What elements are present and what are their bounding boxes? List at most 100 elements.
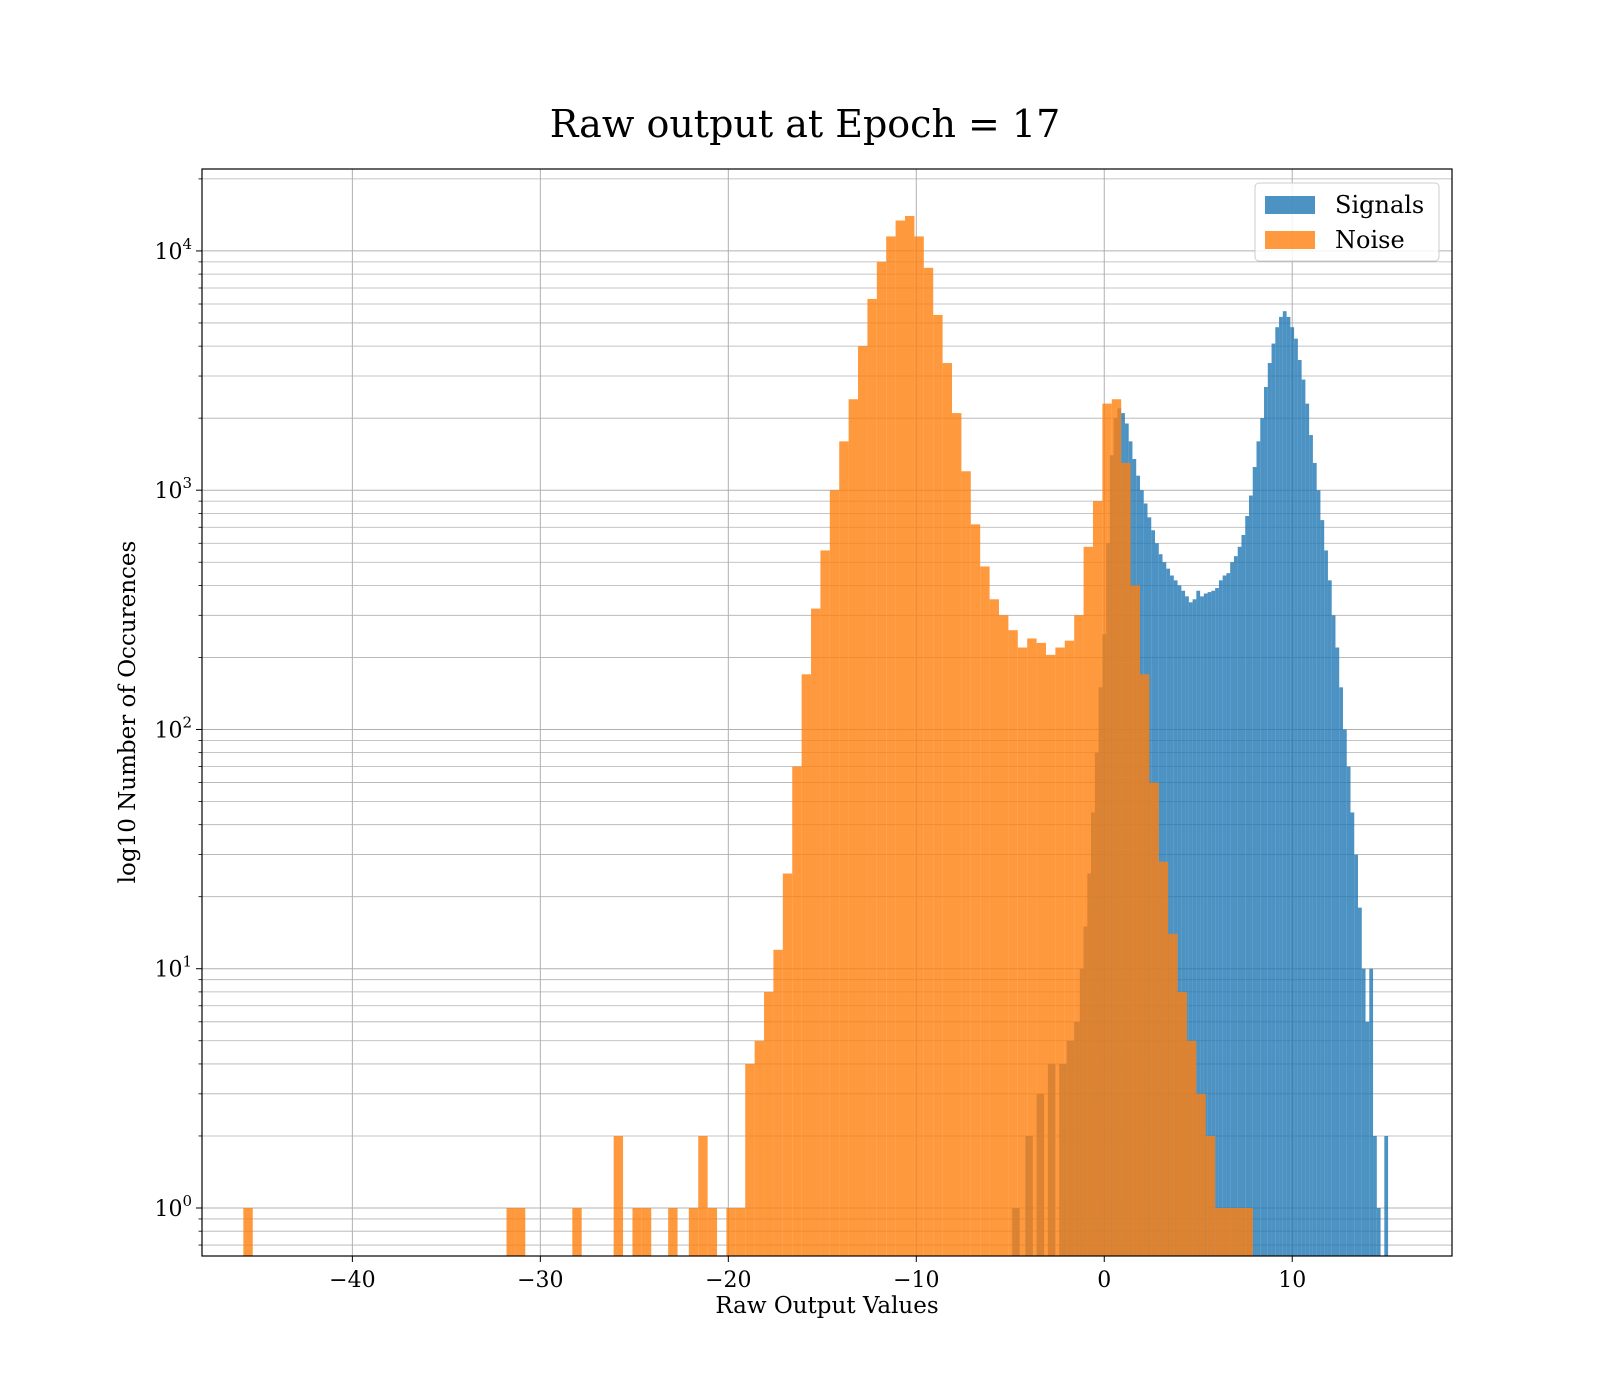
histogram-bar [764,991,774,1256]
histogram-bar [1170,575,1174,1256]
histogram-bar [914,236,924,1256]
histogram-bar [1192,599,1197,1256]
legend-label: Signals [1335,191,1424,219]
histogram-bar [1064,640,1075,1256]
histogram-bar [698,1135,708,1256]
histogram-bar [1173,580,1178,1256]
histogram-bar [1342,729,1347,1256]
histogram-bar [1226,573,1231,1256]
y-tick-label: 102 [154,713,192,743]
histogram-bar [1282,311,1287,1257]
histogram-bar [1252,467,1257,1256]
histogram-bar [243,1207,253,1256]
histogram-bar [1233,556,1238,1256]
histogram-bar [613,1135,624,1256]
histogram-bar [1111,399,1122,1257]
histogram-bar [1373,1135,1377,1256]
histogram-bar [707,1207,718,1256]
histogram-bar [632,1207,642,1256]
histogram-bar [933,314,943,1256]
histogram-bar [1361,968,1366,1256]
histogram-bar [1139,674,1150,1256]
histogram-bar [1230,562,1234,1256]
histogram-bar [792,766,802,1256]
histogram-bar [1017,647,1028,1256]
histogram-bar [1331,615,1336,1256]
histogram-bar [1211,590,1216,1256]
histogram-bar [1203,593,1208,1256]
histogram-bar [1083,546,1093,1256]
x-tick-label: −20 [705,1268,751,1293]
legend-swatch [1265,196,1315,214]
histogram-bar [1358,907,1362,1256]
histogram-bar [1205,1135,1216,1256]
y-tick-label: 100 [154,1192,192,1222]
histogram-bar [1271,343,1276,1257]
histogram-bar [726,1207,736,1256]
histogram-bar [1335,647,1340,1256]
legend-swatch [1265,231,1315,249]
histogram-bar [1264,386,1268,1257]
histogram-bar [1290,327,1295,1256]
histogram-bar [1055,647,1065,1256]
histogram-bar [1224,1207,1234,1256]
histogram-bar [876,261,887,1256]
histogram-bar [1297,360,1302,1257]
noise-series [243,215,1253,1257]
histogram-bar [1369,968,1374,1256]
histogram-bar [735,1207,746,1256]
x-tick-label: −10 [893,1268,939,1293]
histogram-bar [1215,1207,1225,1256]
histogram-bar [1243,1207,1253,1256]
histogram-bar [1196,590,1201,1256]
histogram-bar [1354,854,1359,1256]
x-tick-label: −40 [329,1268,375,1293]
histogram-bar [980,566,990,1256]
histogram-bar [1301,379,1306,1257]
histogram-bar [1309,435,1313,1256]
histogram-bar [1181,590,1186,1256]
histogram-bar [848,399,859,1257]
histogram-bar [829,490,840,1257]
chart-title: Raw output at Epoch = 17 [550,102,1061,146]
histogram-bar [961,471,971,1257]
histogram-bar [1241,534,1246,1256]
histogram-bar [1185,596,1189,1256]
histogram-bar [572,1207,582,1256]
histogram-bar [1346,766,1351,1256]
plot-frame [201,168,1453,1257]
histogram-bar [1267,363,1272,1256]
histogram-bar [905,215,915,1256]
histogram-bar [839,441,849,1257]
histogram-bar [942,363,952,1256]
x-tick-label: −30 [517,1268,563,1293]
histogram-bar [1339,687,1343,1256]
histogram-bar [1177,585,1182,1256]
histogram-bar [1316,490,1321,1257]
histogram-bar [773,949,783,1256]
histogram-bar [1256,441,1261,1257]
histogram-bar [989,599,999,1256]
histogram-bar [1384,1135,1389,1256]
histogram-bar [1149,782,1159,1256]
histogram-bar [811,608,821,1256]
histogram-bar [1365,1021,1370,1256]
legend-label: Noise [1335,226,1405,254]
y-axis-label: log10 Number of Occurences [115,541,141,884]
histogram-bar [1324,550,1328,1256]
histogram-bar [515,1207,526,1256]
histogram-bar [952,413,962,1256]
histogram-bar [1200,596,1204,1256]
histogram-bar [745,1063,755,1256]
histogram-bar [1215,588,1219,1256]
histogram-bar [1279,316,1283,1256]
histogram-bar [1327,580,1332,1256]
histogram-bar [1036,642,1046,1256]
histogram-bar [1168,933,1178,1256]
histogram-bar [1237,546,1242,1256]
y-tick-label: 101 [154,953,192,983]
histogram-bar [895,220,906,1256]
y-tick-label: 103 [154,474,192,504]
histogram-bar [782,873,793,1256]
histogram-bar [1186,1040,1197,1256]
